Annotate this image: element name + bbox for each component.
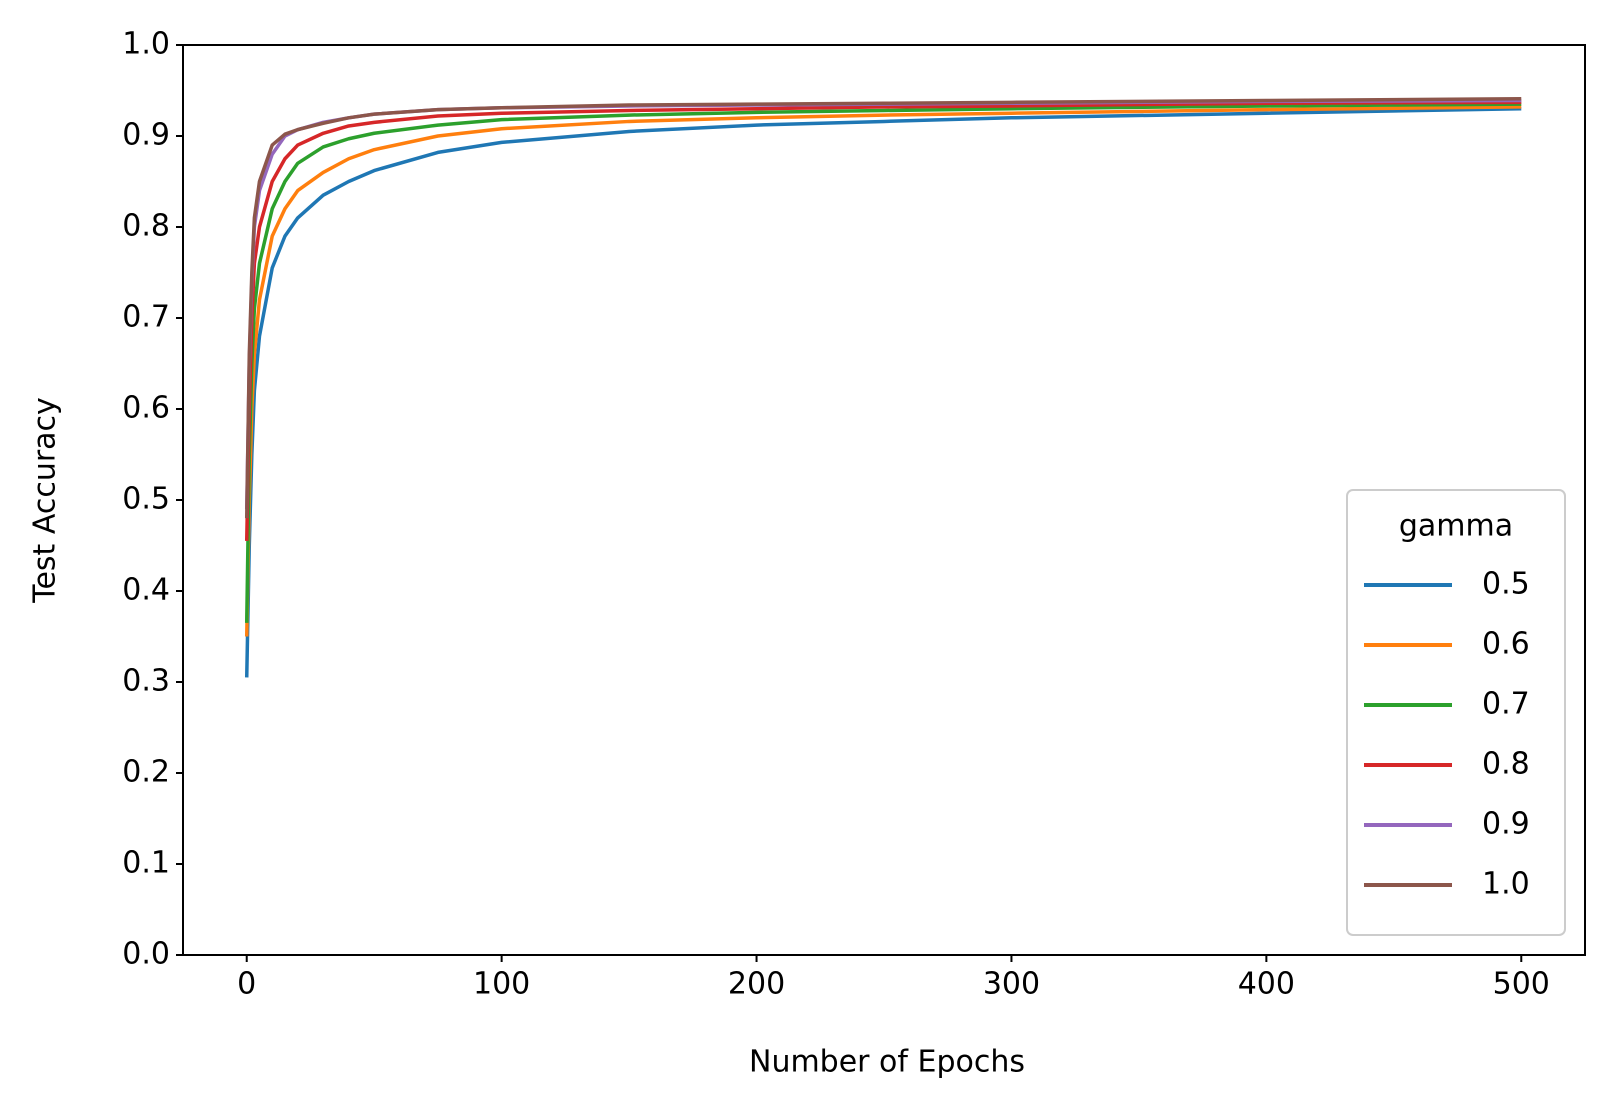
series-line <box>244 102 1522 623</box>
legend-label: 0.8 <box>1482 747 1530 782</box>
x-axis-label: Number of Epochs <box>749 1045 1025 1080</box>
plot-frame <box>182 44 1586 956</box>
series-line <box>244 100 1522 541</box>
legend-box <box>1346 489 1566 936</box>
series-line <box>244 105 1522 637</box>
y-tick-label: 0.3 <box>122 664 170 699</box>
series-line <box>244 98 1522 510</box>
x-tick-label: 500 <box>1493 967 1550 1002</box>
series-line <box>244 106 1522 678</box>
legend-label: 0.6 <box>1482 627 1530 662</box>
y-tick-label: 0.1 <box>122 846 170 881</box>
y-axis-label: Test Accuracy <box>28 397 63 604</box>
legend-label: 1.0 <box>1482 867 1530 902</box>
legend-label: 0.5 <box>1482 567 1530 602</box>
legend-title: gamma <box>1399 509 1513 544</box>
y-tick-label: 0.2 <box>122 755 170 790</box>
y-tick-label: 0.7 <box>122 300 170 335</box>
y-tick-label: 0.0 <box>122 937 170 972</box>
y-tick-label: 0.8 <box>122 209 170 244</box>
y-tick-label: 0.4 <box>122 573 170 608</box>
y-tick-label: 0.6 <box>122 391 170 426</box>
series-line <box>244 96 1522 519</box>
legend-label: 0.7 <box>1482 687 1530 722</box>
y-tick-label: 1.0 <box>122 27 170 62</box>
x-tick-label: 200 <box>728 967 785 1002</box>
legend-label: 0.9 <box>1482 807 1530 842</box>
x-tick-label: 400 <box>1238 967 1295 1002</box>
y-tick-label: 0.9 <box>122 118 170 153</box>
y-tick-label: 0.5 <box>122 482 170 517</box>
x-tick-label: 100 <box>473 967 530 1002</box>
x-tick-label: 300 <box>983 967 1040 1002</box>
x-tick-label: 0 <box>237 967 256 1002</box>
